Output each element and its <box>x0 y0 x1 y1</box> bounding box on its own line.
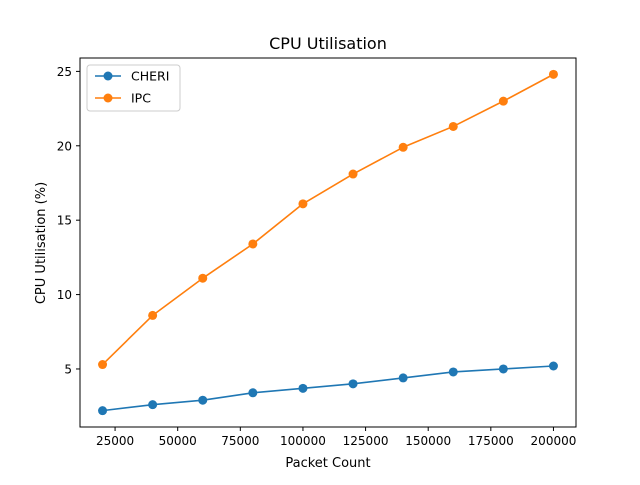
legend-marker-ipc <box>103 93 113 103</box>
data-point-ipc <box>298 199 308 209</box>
y-tick-label: 15 <box>57 214 72 228</box>
x-axis-ticks: 25000 50000 75000 100000 125000 150000 175000 2… <box>96 427 576 448</box>
data-point-ipc <box>448 121 458 131</box>
y-axis-label: CPU Utilisation (%) <box>34 182 49 304</box>
data-point-cheri <box>448 367 458 377</box>
x-tick-label: 100000 <box>280 434 326 448</box>
series-line-cheri <box>102 365 554 412</box>
y-axis-ticks: 5 10 15 20 25 <box>57 65 80 376</box>
data-point-ipc <box>198 273 208 283</box>
data-point-cheri <box>348 379 358 389</box>
x-tick-label: 25000 <box>96 434 134 448</box>
x-tick-label: 200000 <box>531 434 577 448</box>
data-point-cheri <box>548 361 558 371</box>
legend-label-cheri: CHERI <box>131 69 169 84</box>
y-tick-label: 10 <box>57 288 72 302</box>
legend-items: CHERI IPC <box>95 69 169 106</box>
data-point-ipc <box>498 96 508 106</box>
data-point-ipc <box>248 239 258 249</box>
data-point-ipc <box>398 142 408 152</box>
x-tick-label: 175000 <box>468 434 514 448</box>
data-point-cheri <box>398 373 408 383</box>
data-point-cheri <box>298 383 308 393</box>
x-tick-label: 150000 <box>405 434 451 448</box>
data-point-cheri <box>98 406 108 416</box>
y-tick-label: 5 <box>64 362 72 376</box>
y-tick-label: 25 <box>57 65 72 79</box>
plot-frame <box>79 57 577 428</box>
data-point-cheri <box>248 388 258 398</box>
y-tick-label: 20 <box>57 139 72 153</box>
series-line-ipc <box>101 73 554 366</box>
data-point-ipc <box>98 360 108 370</box>
legend-marker-cheri <box>103 71 113 81</box>
data-point-ipc <box>548 69 558 79</box>
x-tick-label: 50000 <box>159 434 197 448</box>
x-tick-label: 125000 <box>343 434 389 448</box>
chart-title: CPU Utilisation <box>269 34 387 53</box>
x-tick-label: 75000 <box>221 434 259 448</box>
legend-label-ipc: IPC <box>131 91 151 106</box>
x-axis-label: Packet Count <box>285 456 370 471</box>
data-point-ipc <box>348 169 358 179</box>
legend: CHERI IPC <box>86 64 181 112</box>
data-point-cheri <box>148 400 158 410</box>
series-layer <box>98 69 558 416</box>
data-point-cheri <box>198 395 208 405</box>
data-point-cheri <box>498 364 508 374</box>
data-point-ipc <box>148 310 158 320</box>
